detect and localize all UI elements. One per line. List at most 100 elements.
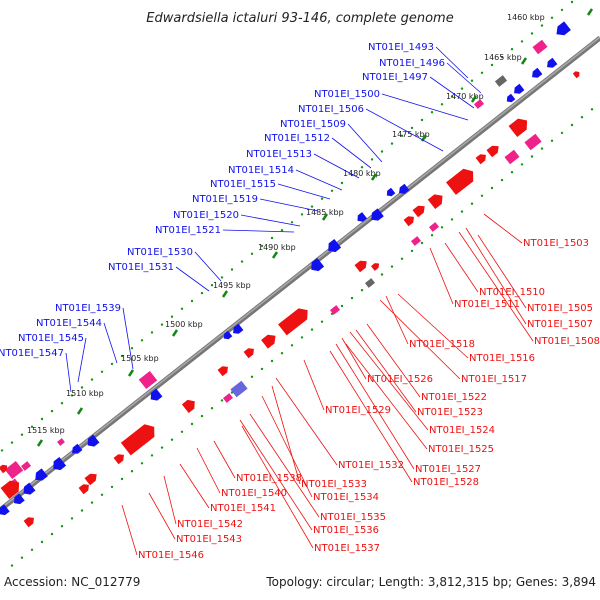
- gene-label-bottom[interactable]: NT01EI_1525: [428, 444, 494, 455]
- gene-label-bottom[interactable]: NT01EI_1546: [138, 550, 204, 561]
- gene-label-top[interactable]: NT01EI_1530: [127, 247, 193, 258]
- gene-label-top[interactable]: NT01EI_1493: [368, 42, 434, 53]
- gene-box: [411, 236, 421, 246]
- gene-label-top[interactable]: NT01EI_1520: [173, 210, 239, 221]
- gene-label-top[interactable]: NT01EI_1545: [18, 333, 84, 344]
- reverse-gene-arrow: [556, 21, 571, 36]
- gene-label-bottom[interactable]: NT01EI_1526: [367, 374, 433, 385]
- label-leader-line: [175, 266, 210, 292]
- tick-dot-lower: [410, 249, 414, 253]
- gene-label-bottom[interactable]: NT01EI_1540: [221, 488, 287, 499]
- tick-dot-lower: [420, 241, 424, 245]
- gene-label-top[interactable]: NT01EI_1500: [314, 89, 380, 100]
- tick-dot-upper: [410, 126, 414, 130]
- gene-label-top[interactable]: NT01EI_1519: [192, 194, 258, 205]
- label-leader-line: [446, 62, 482, 94]
- gene-label-bottom[interactable]: NT01EI_1508: [534, 336, 600, 347]
- gene-label-top[interactable]: NT01EI_1497: [362, 72, 428, 83]
- kbp-label: 1470 kbp: [446, 92, 484, 101]
- label-leader-line: [465, 227, 527, 325]
- tick-dot-upper: [30, 425, 34, 428]
- gene-box: [524, 133, 542, 151]
- gene-label-top[interactable]: NT01EI_1506: [298, 104, 364, 115]
- reverse-gene-arrow: [35, 468, 48, 481]
- gene-label-bottom[interactable]: NT01EI_1523: [417, 407, 483, 418]
- gene-label-bottom[interactable]: NT01EI_1533: [301, 479, 367, 490]
- gene-label-bottom[interactable]: NT01EI_1532: [338, 460, 404, 471]
- tick-dot-lower: [290, 344, 294, 347]
- tick-dot-upper: [540, 24, 544, 27]
- gene-label-bottom[interactable]: NT01EI_1507: [527, 319, 593, 330]
- gene-label-bottom[interactable]: NT01EI_1543: [176, 534, 242, 545]
- kbp-tick: [76, 407, 84, 415]
- gene-label-top[interactable]: NT01EI_1514: [228, 165, 294, 176]
- forward-gene-arrow: [403, 216, 414, 227]
- gene-label-top[interactable]: NT01EI_1544: [36, 318, 102, 329]
- gene-label-bottom[interactable]: NT01EI_1536: [313, 525, 379, 536]
- tick-dot-lower: [480, 194, 484, 197]
- forward-gene-arrow: [371, 263, 380, 271]
- label-leader-line: [444, 242, 479, 293]
- tick-dot-upper: [80, 386, 84, 389]
- tick-dot-lower: [190, 422, 194, 426]
- gene-label-bottom[interactable]: NT01EI_1517: [461, 374, 527, 385]
- gene-label-bottom[interactable]: NT01EI_1516: [469, 353, 535, 364]
- gene-label-bottom[interactable]: NT01EI_1518: [409, 339, 475, 350]
- label-leader-line: [355, 329, 417, 413]
- kbp-label: 1465 kbp: [484, 53, 522, 62]
- gene-label-top[interactable]: NT01EI_1496: [379, 58, 445, 69]
- gene-label-top[interactable]: NT01EI_1539: [55, 303, 121, 314]
- label-leader-line: [331, 137, 372, 169]
- label-leader-line: [240, 214, 301, 227]
- label-leader-line: [271, 385, 301, 485]
- forward-gene-arrow: [0, 464, 8, 474]
- tick-dot-lower: [90, 501, 94, 504]
- gene-label-bottom[interactable]: NT01EI_1510: [479, 287, 545, 298]
- tick-dot-upper: [230, 268, 234, 271]
- gene-label-top[interactable]: NT01EI_1521: [155, 225, 221, 236]
- label-leader-line: [277, 183, 331, 200]
- label-leader-line: [148, 492, 176, 540]
- tick-dot-upper: [310, 205, 314, 208]
- gene-label-bottom[interactable]: NT01EI_1529: [325, 405, 391, 416]
- tick-dot-upper: [390, 142, 394, 145]
- tick-dot-upper: [250, 252, 254, 255]
- gene-label-bottom[interactable]: NT01EI_1542: [177, 519, 243, 530]
- tick-dot-lower: [350, 296, 354, 300]
- gene-label-top[interactable]: NT01EI_1531: [108, 262, 174, 273]
- gene-label-top[interactable]: NT01EI_1515: [210, 179, 276, 190]
- reverse-gene-arrow: [371, 208, 384, 221]
- gene-box: [474, 99, 484, 109]
- tick-dot-upper: [300, 213, 304, 216]
- gene-label-bottom[interactable]: NT01EI_1524: [429, 425, 495, 436]
- tick-dot-upper: [440, 103, 444, 106]
- tick-dot-lower: [160, 446, 164, 449]
- tick-dot-upper: [520, 40, 524, 43]
- gene-label-bottom[interactable]: NT01EI_1541: [210, 503, 276, 514]
- gene-label-bottom[interactable]: NT01EI_1527: [415, 464, 481, 475]
- label-leader-line: [261, 395, 313, 498]
- gene-label-bottom[interactable]: NT01EI_1503: [523, 238, 589, 249]
- reverse-gene-arrow: [150, 388, 163, 401]
- gene-label-bottom[interactable]: NT01EI_1505: [527, 303, 593, 314]
- kbp-label: 1480 kbp: [343, 169, 381, 178]
- gene-label-top[interactable]: NT01EI_1512: [264, 133, 330, 144]
- gene-label-bottom[interactable]: NT01EI_1538: [236, 473, 302, 484]
- reverse-gene-arrow: [311, 257, 325, 272]
- gene-label-bottom[interactable]: NT01EI_1534: [313, 492, 379, 503]
- gene-label-bottom[interactable]: NT01EI_1535: [320, 512, 386, 523]
- gene-label-bottom[interactable]: NT01EI_1528: [413, 477, 479, 488]
- reverse-gene-arrow: [532, 67, 543, 78]
- tick-dot-upper: [420, 118, 424, 122]
- gene-label-top[interactable]: NT01EI_1547: [0, 348, 64, 359]
- tick-dot-upper: [330, 189, 334, 192]
- gene-label-top[interactable]: NT01EI_1513: [246, 149, 312, 160]
- tick-dot-lower: [170, 438, 174, 441]
- gene-label-bottom[interactable]: NT01EI_1522: [421, 392, 487, 403]
- forward-gene-arrow: [181, 399, 195, 414]
- tick-dot-lower: [80, 509, 84, 512]
- gene-label-top[interactable]: NT01EI_1509: [280, 119, 346, 130]
- tick-dot-lower: [220, 399, 224, 402]
- gene-label-bottom[interactable]: NT01EI_1537: [314, 543, 380, 554]
- gene-label-bottom[interactable]: NT01EI_1511: [454, 299, 520, 310]
